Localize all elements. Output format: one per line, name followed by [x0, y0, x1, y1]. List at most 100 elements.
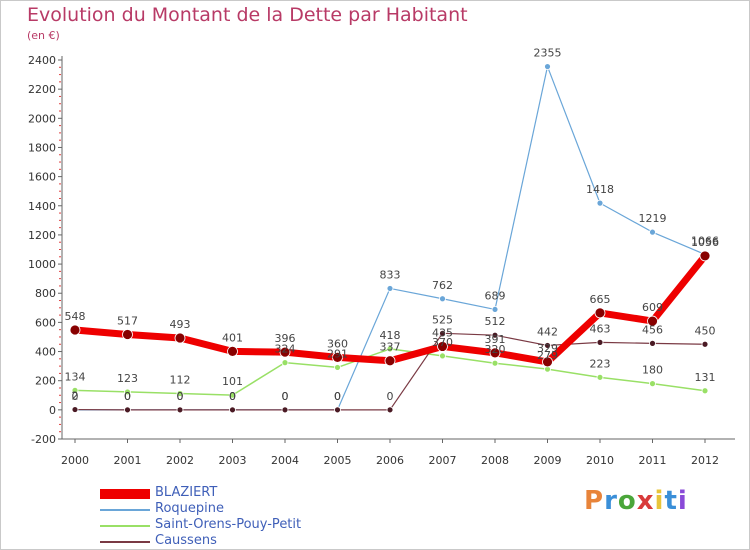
data-label-saint-orens-pouy-petit: 279: [537, 349, 558, 362]
data-point-caussens: [334, 406, 341, 414]
data-label-caussens: 0: [282, 390, 289, 403]
data-point-blaziert: [279, 346, 291, 358]
data-point-caussens: [124, 406, 131, 414]
data-point-blaziert: [594, 307, 606, 319]
data-label-blaziert: 493: [170, 318, 191, 331]
data-label-caussens: 0: [177, 390, 184, 403]
data-point-saint-orens-pouy-petit: [229, 391, 236, 399]
y-tick-label: 0: [49, 404, 56, 417]
x-tick-label: 2007: [429, 454, 457, 467]
data-label-caussens: 0: [124, 390, 131, 403]
data-point-saint-orens-pouy-petit: [281, 359, 289, 367]
y-minor-tick: [59, 168, 61, 170]
data-label-saint-orens-pouy-petit: 112: [170, 374, 191, 387]
data-point-blaziert: [332, 351, 343, 363]
data-point-caussens: [649, 339, 656, 347]
data-point-caussens: [491, 331, 499, 339]
x-tick-label: 2004: [271, 454, 299, 467]
data-label-caussens: 0: [334, 390, 341, 403]
y-minor-tick: [59, 416, 61, 418]
legend-label: Roquepine: [155, 501, 224, 516]
y-minor-tick: [59, 132, 61, 134]
data-label-blaziert: 665: [590, 293, 611, 306]
y-minor-tick: [59, 402, 61, 404]
data-label-roquepine: 762: [432, 279, 453, 292]
logo-letter: i: [654, 486, 665, 516]
y-tick-label: 1600: [28, 171, 56, 184]
logo-letter: x: [636, 486, 655, 516]
data-label-saint-orens-pouy-petit: 101: [222, 375, 243, 388]
x-tick-label: 2005: [324, 454, 352, 467]
y-minor-tick: [59, 387, 61, 389]
y-minor-tick: [59, 343, 61, 345]
data-label-saint-orens-pouy-petit: 134: [65, 370, 86, 383]
logo-letter: r: [604, 486, 618, 516]
data-point-roquepine: [386, 285, 394, 292]
y-tick-label: 1200: [28, 229, 56, 242]
data-point-saint-orens-pouy-petit: [649, 380, 656, 388]
y-minor-tick: [59, 314, 61, 316]
y-minor-tick: [59, 154, 61, 156]
y-tick-label: 200: [35, 375, 56, 388]
data-label-roquepine: 833: [380, 268, 401, 281]
data-point-caussens: [386, 406, 394, 414]
y-minor-tick: [59, 285, 61, 287]
y-minor-tick: [59, 95, 61, 97]
data-point-saint-orens-pouy-petit: [176, 390, 184, 397]
data-label-roquepine: 689: [485, 289, 506, 302]
data-label-blaziert: 609: [642, 301, 663, 314]
y-minor-tick: [59, 394, 61, 396]
data-point-caussens: [544, 342, 551, 349]
y-minor-tick: [59, 249, 61, 250]
y-minor-tick: [59, 278, 61, 280]
data-label-blaziert: 360: [327, 337, 348, 350]
data-label-saint-orens-pouy-petit: 223: [590, 357, 611, 370]
y-minor-tick: [59, 74, 61, 76]
legend-label: Saint-Orens-Pouy-Petit: [155, 517, 302, 532]
data-label-blaziert: 435: [432, 326, 453, 339]
data-label-roquepine: 0: [177, 390, 184, 403]
data-label-blaziert: 391: [485, 333, 506, 346]
data-point-roquepine: [649, 228, 656, 236]
data-label-saint-orens-pouy-petit: 131: [695, 371, 716, 384]
data-point-blaziert: [122, 329, 133, 340]
data-point-saint-orens-pouy-petit: [334, 364, 341, 371]
logo-letter: P: [584, 486, 605, 516]
y-minor-tick: [59, 125, 61, 127]
y-minor-tick: [59, 212, 61, 214]
legend-label: Caussens: [155, 533, 217, 548]
data-point-blaziert: [489, 347, 501, 359]
data-label-saint-orens-pouy-petit: 320: [485, 343, 506, 356]
y-minor-tick: [59, 66, 61, 68]
data-point-caussens: [596, 338, 604, 346]
data-label-caussens: 0: [229, 390, 236, 403]
data-point-blaziert: [384, 355, 396, 367]
data-label-caussens: 512: [485, 315, 506, 328]
y-tick-label: 2000: [28, 112, 56, 125]
y-tick-label: 1000: [28, 258, 56, 271]
data-label-saint-orens-pouy-petit: 123: [117, 372, 138, 385]
data-label-blaziert: 337: [380, 341, 401, 354]
data-label-caussens: 456: [642, 323, 663, 336]
data-label-caussens: 463: [590, 322, 611, 335]
y-minor-tick: [59, 372, 61, 374]
y-minor-tick: [59, 197, 61, 199]
data-point-caussens: [229, 406, 236, 414]
data-label-saint-orens-pouy-petit: 291: [327, 347, 348, 360]
data-point-blaziert: [69, 324, 81, 336]
data-point-blaziert: [227, 345, 238, 357]
y-minor-tick: [59, 358, 61, 360]
proxiti-logo: Proxiti: [584, 486, 688, 516]
data-label-roquepine: 1418: [586, 183, 614, 196]
y-minor-tick: [59, 431, 61, 433]
data-label-caussens: 0: [387, 390, 394, 403]
y-minor-tick: [59, 183, 61, 185]
data-point-blaziert: [647, 315, 658, 327]
data-label-blaziert: 401: [222, 331, 243, 344]
y-minor-tick: [59, 139, 61, 141]
data-point-blaziert: [699, 250, 711, 262]
x-tick-label: 2001: [114, 454, 142, 467]
data-label-saint-orens-pouy-petit: 418: [380, 329, 401, 342]
chart-title: Evolution du Montant de la Dette par Hab…: [27, 4, 468, 26]
